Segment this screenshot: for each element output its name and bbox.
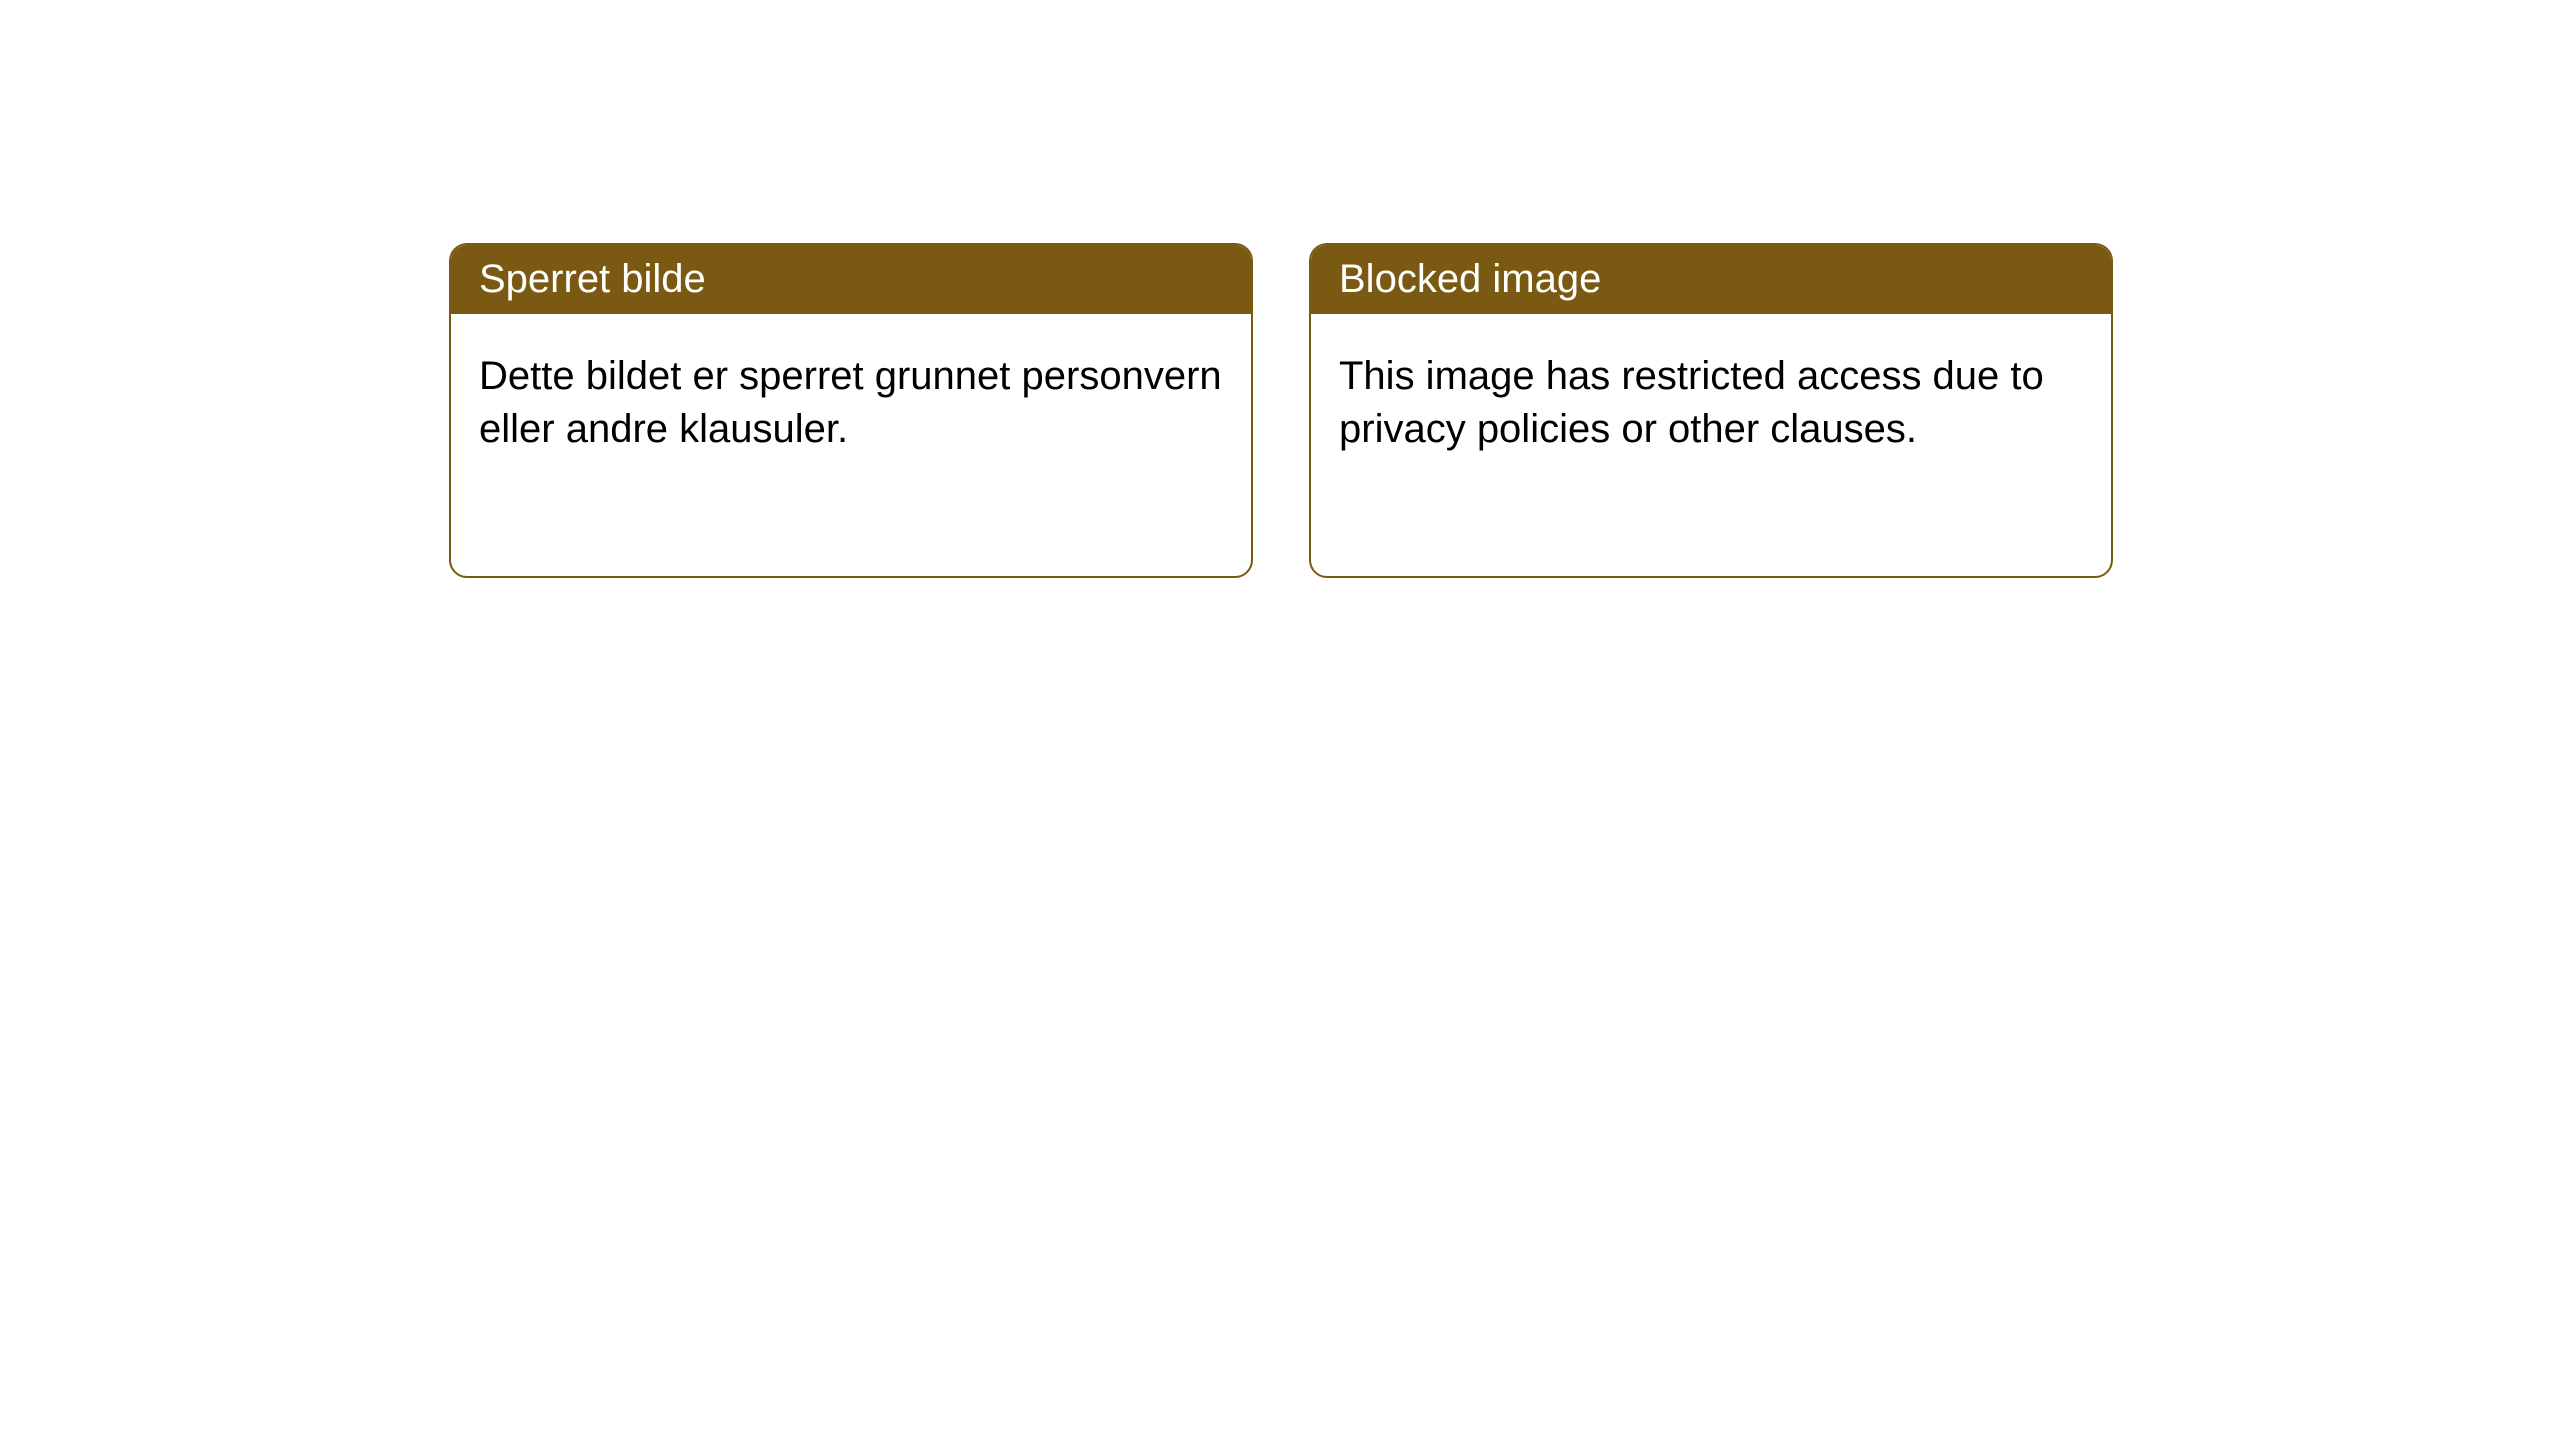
notice-cards-container: Sperret bilde Dette bildet er sperret gr… [449, 243, 2113, 578]
notice-card-norwegian: Sperret bilde Dette bildet er sperret gr… [449, 243, 1253, 578]
notice-card-english: Blocked image This image has restricted … [1309, 243, 2113, 578]
card-title: Sperret bilde [479, 257, 706, 301]
card-body: Dette bildet er sperret grunnet personve… [451, 314, 1251, 492]
card-message: Dette bildet er sperret grunnet personve… [479, 354, 1222, 451]
card-message: This image has restricted access due to … [1339, 354, 2044, 451]
card-header: Sperret bilde [451, 245, 1251, 314]
card-title: Blocked image [1339, 257, 1601, 301]
card-header: Blocked image [1311, 245, 2111, 314]
card-body: This image has restricted access due to … [1311, 314, 2111, 492]
